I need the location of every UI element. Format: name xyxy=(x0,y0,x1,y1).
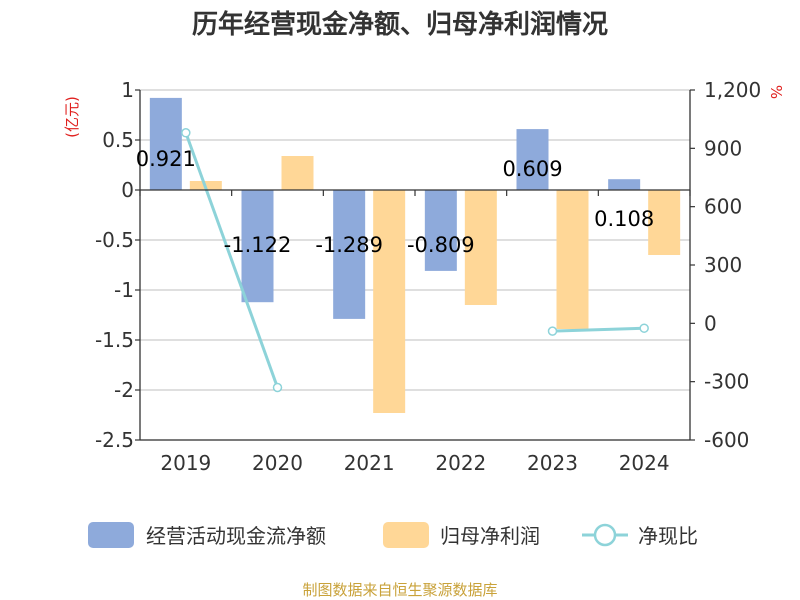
right-tick-label: 900 xyxy=(704,136,742,160)
data-label: -1.289 xyxy=(315,233,383,257)
bar-operating-cashflow xyxy=(241,190,274,303)
bar-operating-cashflow xyxy=(608,179,641,190)
legend: 经营活动现金流净额 归母净利润 净现比 xyxy=(88,522,698,548)
left-tick-label: -2.5 xyxy=(95,428,134,452)
line-point xyxy=(547,326,558,336)
bar-operating-cashflow xyxy=(424,190,457,271)
right-tick-label: 600 xyxy=(704,195,742,219)
x-tick-label: 2021 xyxy=(344,451,395,475)
bar-net-profit xyxy=(648,190,681,255)
bar-operating-cashflow xyxy=(516,129,549,190)
line-point xyxy=(639,323,649,333)
data-label: -1.122 xyxy=(224,233,292,257)
legend-label: 经营活动现金流净额 xyxy=(146,524,326,548)
left-tick-label: -0.5 xyxy=(95,228,134,252)
data-labels: 0.921 -1.122 -1.289 -0.809 0.609 0.108 xyxy=(136,147,654,257)
right-axis-unit: % xyxy=(767,85,785,99)
left-axis-unit: (亿元) xyxy=(63,96,81,138)
left-tick-label: 0.5 xyxy=(102,128,134,152)
x-tick-label: 2022 xyxy=(435,451,486,475)
bar-net-profit xyxy=(281,156,314,190)
right-tick-label: -300 xyxy=(704,370,749,394)
bar-operating-cashflow xyxy=(333,190,366,319)
right-tick-label: 1,200 xyxy=(704,78,761,102)
left-tick-label: 1 xyxy=(121,78,134,102)
data-label: -0.809 xyxy=(407,233,475,257)
x-tick-label: 2019 xyxy=(160,451,211,475)
line-point xyxy=(272,382,283,393)
bars xyxy=(149,97,681,413)
legend-swatch xyxy=(383,522,429,548)
grid xyxy=(140,89,690,441)
legend-marker xyxy=(593,523,617,547)
left-tick-label: -1 xyxy=(114,278,134,302)
data-label: 0.108 xyxy=(594,207,654,231)
line-net-cash-ratio xyxy=(184,132,279,389)
legend-label: 净现比 xyxy=(638,524,698,548)
legend-swatch xyxy=(88,522,134,548)
right-tick-label: -600 xyxy=(704,428,749,452)
bar-operating-cashflow xyxy=(149,97,182,190)
legend-label: 归母净利润 xyxy=(440,524,540,548)
source-note: 制图数据来自恒生聚源数据库 xyxy=(302,581,497,599)
line-point xyxy=(181,128,191,138)
left-tick-label: -1.5 xyxy=(95,328,134,352)
left-tick-label: -2 xyxy=(114,378,134,402)
chart-title: 历年经营现金净额、归母净利润情况 xyxy=(192,9,608,40)
line-series xyxy=(181,128,649,393)
bar-net-profit xyxy=(556,190,589,329)
x-tick-label: 2023 xyxy=(527,451,578,475)
data-label: 0.921 xyxy=(136,147,196,171)
right-tick-label: 300 xyxy=(704,253,742,277)
x-tick-label: 2024 xyxy=(619,451,670,475)
x-tick-label: 2020 xyxy=(252,451,303,475)
data-label: 0.609 xyxy=(502,157,562,181)
bar-net-profit xyxy=(373,190,406,413)
line-net-cash-ratio xyxy=(552,326,645,333)
axes: 1 0.5 0 -0.5 -1 -1.5 -2 -2.5 1,200 900 600 300 0 -300… xyxy=(95,78,761,475)
bar-net-profit xyxy=(464,190,497,305)
right-tick-label: 0 xyxy=(704,311,717,335)
left-tick-label: 0 xyxy=(121,178,134,202)
